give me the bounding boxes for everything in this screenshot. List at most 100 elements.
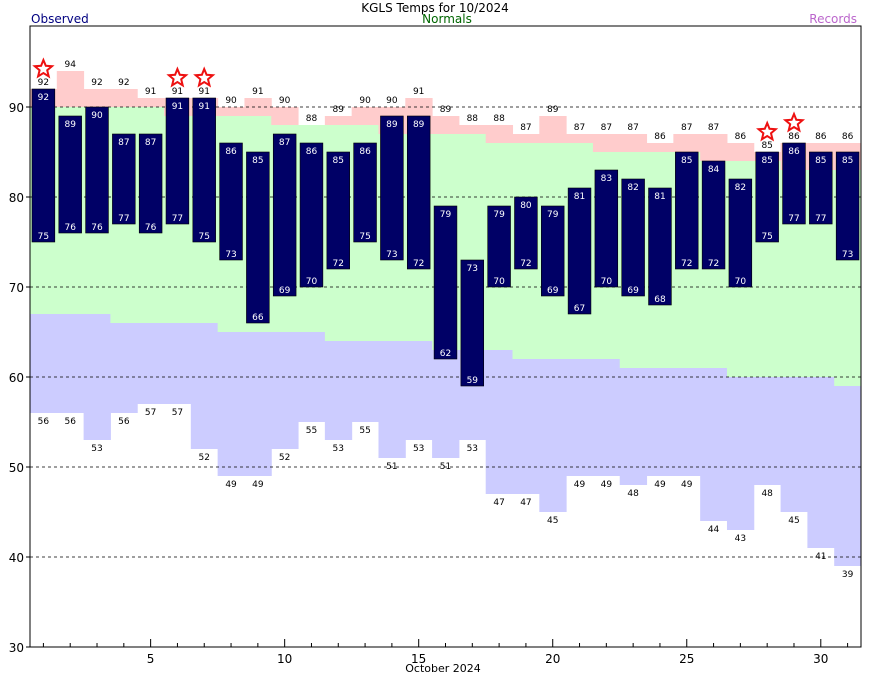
observed-bar bbox=[138, 133, 163, 234]
observed-high-label: 85 bbox=[681, 156, 692, 166]
observed-low-label: 75 bbox=[359, 232, 370, 242]
record-high-band bbox=[726, 143, 755, 161]
record-high-label: 87 bbox=[627, 123, 638, 133]
record-high-label: 94 bbox=[64, 60, 76, 70]
observed-low-label: 69 bbox=[547, 286, 559, 296]
y-tick-label: 50 bbox=[9, 461, 24, 475]
record-low-label: 53 bbox=[91, 444, 102, 454]
observed-high-label: 91 bbox=[172, 102, 183, 112]
record-low-band bbox=[512, 359, 540, 494]
x-tick-label: 15 bbox=[411, 652, 426, 666]
record-low-label: 47 bbox=[493, 498, 504, 508]
observed-bar bbox=[433, 205, 458, 360]
observed-bar bbox=[460, 259, 485, 387]
observed-high-label: 85 bbox=[761, 156, 772, 166]
observed-bar bbox=[380, 115, 404, 261]
record-low-band bbox=[164, 323, 192, 404]
record-high-label: 91 bbox=[172, 87, 183, 97]
x-tick-label: 5 bbox=[147, 652, 155, 666]
observed-bar bbox=[112, 133, 136, 225]
observed-high-label: 87 bbox=[118, 138, 129, 148]
record-low-label: 55 bbox=[306, 426, 317, 436]
observed-bar bbox=[272, 133, 297, 297]
observed-bar bbox=[85, 106, 109, 234]
record-low-band bbox=[619, 368, 648, 485]
observed-low-label: 76 bbox=[64, 223, 76, 233]
record-high-band bbox=[539, 116, 567, 143]
observed-bar bbox=[621, 178, 645, 297]
record-high-band bbox=[512, 134, 540, 143]
record-high-band bbox=[324, 116, 353, 125]
record-high-label: 86 bbox=[842, 132, 854, 142]
observed-bar bbox=[192, 97, 216, 243]
record-high-label: 85 bbox=[761, 141, 772, 151]
record-low-label: 51 bbox=[440, 462, 451, 472]
observed-high-label: 79 bbox=[547, 210, 559, 220]
observed-high-label: 73 bbox=[467, 264, 478, 274]
record-high-label: 90 bbox=[225, 96, 237, 106]
x-axis-label: October 2024 bbox=[405, 662, 481, 675]
record-low-label: 49 bbox=[654, 480, 666, 490]
observed-high-label: 92 bbox=[38, 93, 49, 103]
observed-bar bbox=[541, 205, 565, 297]
records-legend-label: Records bbox=[809, 12, 857, 26]
record-high-band bbox=[110, 89, 138, 107]
record-high-band bbox=[137, 98, 165, 107]
observed-high-label: 83 bbox=[601, 174, 612, 184]
record-high-label: 88 bbox=[467, 114, 479, 124]
observed-high-label: 86 bbox=[359, 147, 371, 157]
y-tick-label: 40 bbox=[9, 551, 24, 565]
record-high-band bbox=[458, 125, 487, 134]
record-high-band bbox=[432, 116, 460, 134]
record-high-band bbox=[271, 107, 299, 125]
observed-low-label: 77 bbox=[172, 214, 183, 224]
record-low-band bbox=[646, 368, 674, 476]
observed-low-label: 66 bbox=[252, 313, 264, 323]
observed-low-label: 73 bbox=[842, 250, 853, 260]
record-high-label: 87 bbox=[681, 123, 692, 133]
record-star-icon bbox=[782, 111, 806, 133]
record-high-label: 89 bbox=[440, 105, 452, 115]
record-low-label: 49 bbox=[681, 480, 693, 490]
observed-high-label: 89 bbox=[413, 120, 425, 130]
observed-bar bbox=[353, 142, 377, 243]
record-star-icon bbox=[32, 57, 55, 79]
observed-low-label: 59 bbox=[467, 376, 479, 386]
observed-low-label: 69 bbox=[627, 286, 639, 296]
record-high-band bbox=[566, 134, 594, 143]
observed-bar bbox=[648, 187, 672, 306]
record-star-icon bbox=[193, 66, 216, 88]
observed-bar bbox=[299, 142, 324, 288]
chart-title: KGLS Temps for 10/2024 bbox=[361, 1, 509, 15]
record-star-icon bbox=[166, 66, 189, 88]
observed-high-label: 87 bbox=[145, 138, 156, 148]
observed-bar bbox=[701, 160, 726, 270]
observed-low-label: 70 bbox=[306, 277, 318, 287]
record-low-band bbox=[405, 341, 433, 440]
record-star-icon bbox=[756, 120, 779, 142]
record-high-label: 90 bbox=[386, 96, 398, 106]
record-high-label: 87 bbox=[520, 123, 531, 133]
record-low-label: 57 bbox=[172, 408, 183, 418]
record-low-label: 48 bbox=[761, 489, 773, 499]
record-low-band bbox=[673, 368, 701, 476]
record-high-band bbox=[83, 89, 111, 107]
observed-low-label: 73 bbox=[225, 250, 236, 260]
record-high-band bbox=[351, 107, 379, 125]
record-low-label: 39 bbox=[842, 570, 854, 580]
observed-high-label: 84 bbox=[708, 165, 720, 175]
record-high-label: 90 bbox=[359, 96, 371, 106]
record-low-label: 56 bbox=[118, 417, 130, 427]
record-high-band bbox=[485, 125, 514, 143]
observed-bar bbox=[755, 151, 779, 243]
observed-high-label: 85 bbox=[252, 156, 263, 166]
axes: 30 40 50 60 70 80 90 5 10 15 20 25 30 bbox=[9, 25, 862, 666]
observed-low-label: 76 bbox=[145, 223, 157, 233]
observed-low-label: 77 bbox=[815, 214, 826, 224]
record-high-label: 88 bbox=[493, 114, 505, 124]
record-low-band bbox=[539, 359, 567, 512]
record-low-label: 55 bbox=[359, 426, 370, 436]
record-low-label: 53 bbox=[467, 444, 478, 454]
observed-low-label: 72 bbox=[333, 259, 344, 269]
